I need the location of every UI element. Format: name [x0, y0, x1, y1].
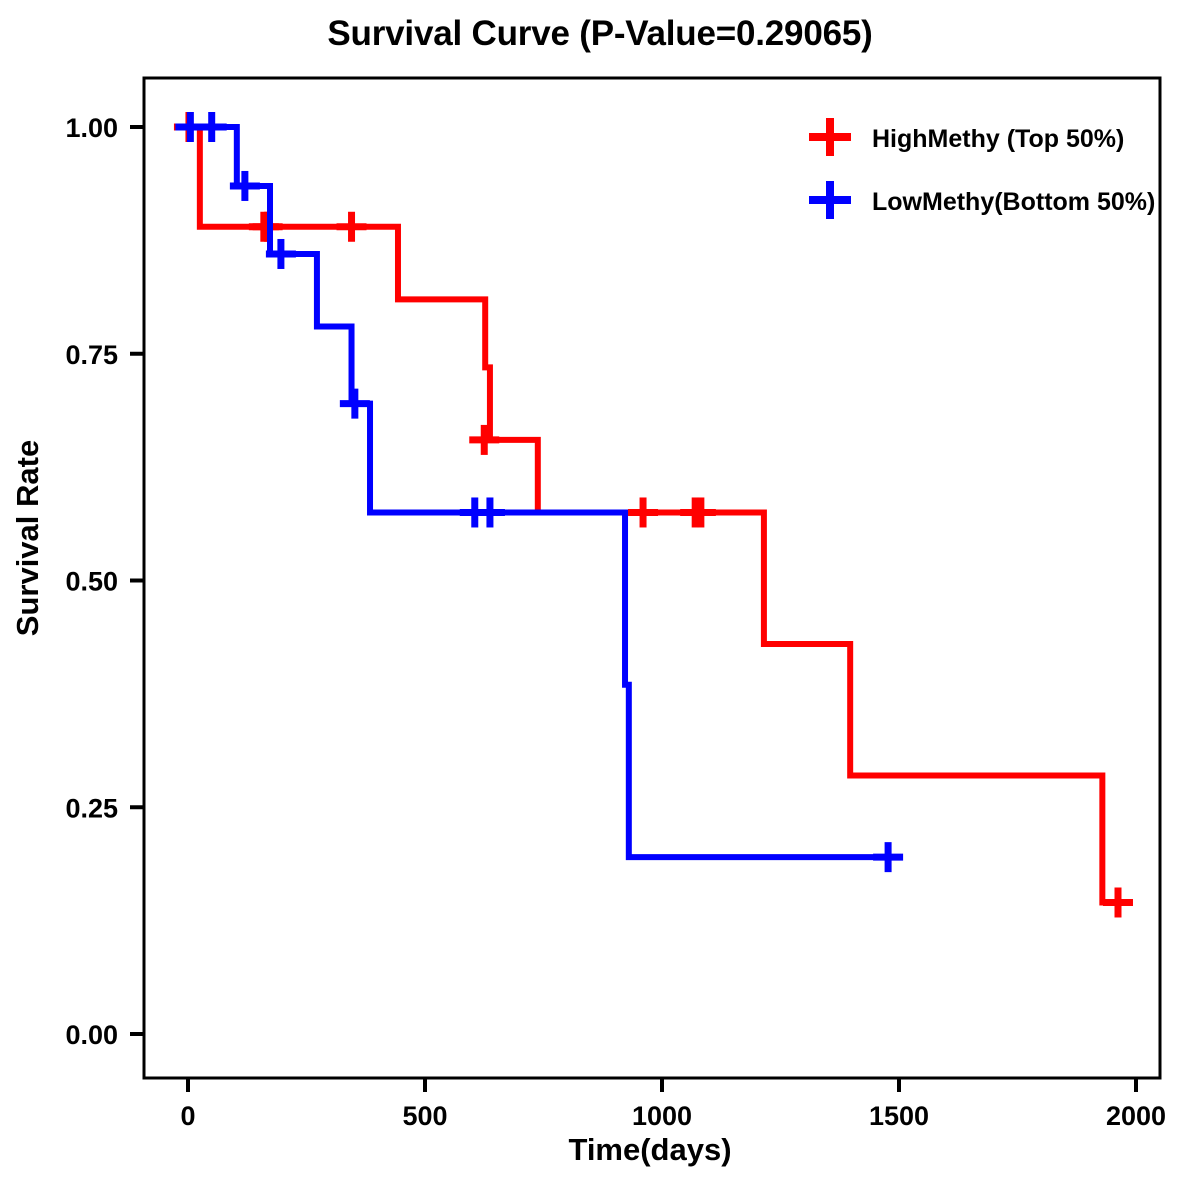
legend-plus-icon: [809, 118, 851, 156]
censor-plus-marker: [685, 497, 716, 528]
y-tick-label: 0.50: [65, 567, 118, 597]
censor-plus-marker: [873, 842, 904, 873]
censor-plus-marker: [339, 388, 370, 419]
legend-item-label: HighMethy (Top 50%): [872, 125, 1124, 153]
series-layer: [173, 112, 1133, 918]
x-tick-label: 1000: [632, 1101, 692, 1131]
censor-plus-marker: [628, 497, 659, 528]
plot-frame: [142, 76, 1162, 1080]
censor-plus-marker: [1102, 887, 1133, 918]
censor-plus-marker: [229, 170, 260, 201]
y-tick-label: 1.00: [65, 113, 118, 143]
x-tick-label: 2000: [1106, 1101, 1166, 1131]
series-high-methy: [173, 112, 1133, 918]
page-title: Survival Curve (P-Value=0.29065): [327, 14, 873, 53]
censor-plus-marker: [196, 112, 227, 142]
legend-item-high-methy[interactable]: HighMethy (Top 50%): [809, 118, 1124, 156]
y-tick-label: 0.75: [65, 340, 118, 370]
x-tick-label: 500: [402, 1101, 447, 1131]
x-axis-label: Time(days): [568, 1132, 732, 1167]
step-line: [188, 124, 901, 861]
legend-item-label: LowMethy(Bottom 50%): [872, 188, 1155, 216]
censor-plus-marker: [474, 497, 505, 528]
legend-plus-icon: [809, 181, 851, 219]
censor-plus-marker: [336, 211, 367, 242]
legend-layer: HighMethy (Top 50%) LowMethy(Bottom 50%): [809, 118, 1155, 219]
y-tick-label: 0.00: [65, 1020, 118, 1050]
y-tick-label: 0.25: [65, 793, 118, 823]
censor-plus-marker: [469, 424, 500, 455]
axes-layer: 0 500 1000 1500 2000 0.00 0.25 0.50 0.75 1.00: [65, 76, 1166, 1131]
censor-plus-marker: [265, 238, 296, 269]
series-low-methy: [175, 112, 904, 873]
x-tick-label: 1500: [869, 1101, 929, 1131]
x-tick-label: 0: [180, 1101, 195, 1131]
legend-item-low-methy[interactable]: LowMethy(Bottom 50%): [809, 181, 1155, 219]
